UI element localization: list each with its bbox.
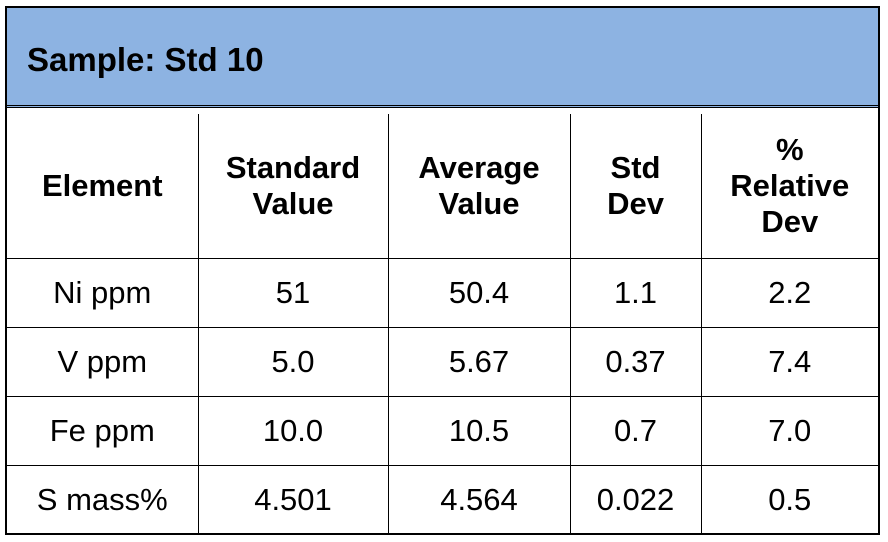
header-reldev-line1: % — [775, 131, 804, 167]
header-average-value: Average Value — [387, 114, 571, 259]
table-row: S mass% 4.501 4.564 0.022 0.5 — [7, 464, 878, 534]
cell-element: S mass% — [7, 464, 199, 534]
header-std-dev: Std Dev — [569, 114, 702, 259]
cell-std-dev: 0.7 — [569, 395, 702, 466]
cell-element: Ni ppm — [7, 257, 199, 328]
header-percent-relative-dev: % Relative Dev — [700, 114, 878, 259]
cell-std-dev: 1.1 — [569, 257, 702, 328]
cell-standard-value: 4.501 — [197, 464, 389, 534]
cell-relative-dev: 7.4 — [700, 326, 878, 397]
header-stddev-line2: Dev — [607, 185, 664, 221]
cell-standard-value: 5.0 — [197, 326, 389, 397]
header-standard-line2: Value — [252, 185, 334, 221]
cell-average-value: 4.564 — [387, 464, 571, 534]
cell-standard-value: 51 — [197, 257, 389, 328]
cell-std-dev: 0.022 — [569, 464, 702, 534]
cell-relative-dev: 2.2 — [700, 257, 878, 328]
header-average-line1: Average — [418, 149, 540, 185]
header-stddev-line1: Std — [610, 149, 661, 185]
table-row: Ni ppm 51 50.4 1.1 2.2 — [7, 257, 878, 328]
cell-std-dev: 0.37 — [569, 326, 702, 397]
header-element: Element — [7, 114, 199, 259]
results-table: Element Standard Value Average Value Std… — [7, 114, 878, 534]
header-element-text: Element — [41, 167, 163, 203]
cell-element: V ppm — [7, 326, 199, 397]
header-standard-line1: Standard — [225, 149, 361, 185]
cell-relative-dev: 7.0 — [700, 395, 878, 466]
cell-average-value: 5.67 — [387, 326, 571, 397]
header-row: Element Standard Value Average Value Std… — [7, 114, 878, 259]
sample-title: Sample: Std 10 — [27, 41, 264, 78]
header-average-line2: Value — [438, 185, 520, 221]
cell-element: Fe ppm — [7, 395, 199, 466]
header-reldev-line3: Dev — [761, 203, 819, 239]
table-row: V ppm 5.0 5.67 0.37 7.4 — [7, 326, 878, 397]
cell-average-value: 50.4 — [387, 257, 571, 328]
sample-title-bar: Sample: Std 10 — [7, 8, 878, 108]
cell-standard-value: 10.0 — [197, 395, 389, 466]
header-reldev-line2: Relative — [730, 167, 850, 203]
results-table-frame: Sample: Std 10 Element Standard Value Av… — [5, 6, 880, 535]
cell-average-value: 10.5 — [387, 395, 571, 466]
table-row: Fe ppm 10.0 10.5 0.7 7.0 — [7, 395, 878, 466]
cell-relative-dev: 0.5 — [700, 464, 878, 534]
header-standard-value: Standard Value — [197, 114, 389, 259]
